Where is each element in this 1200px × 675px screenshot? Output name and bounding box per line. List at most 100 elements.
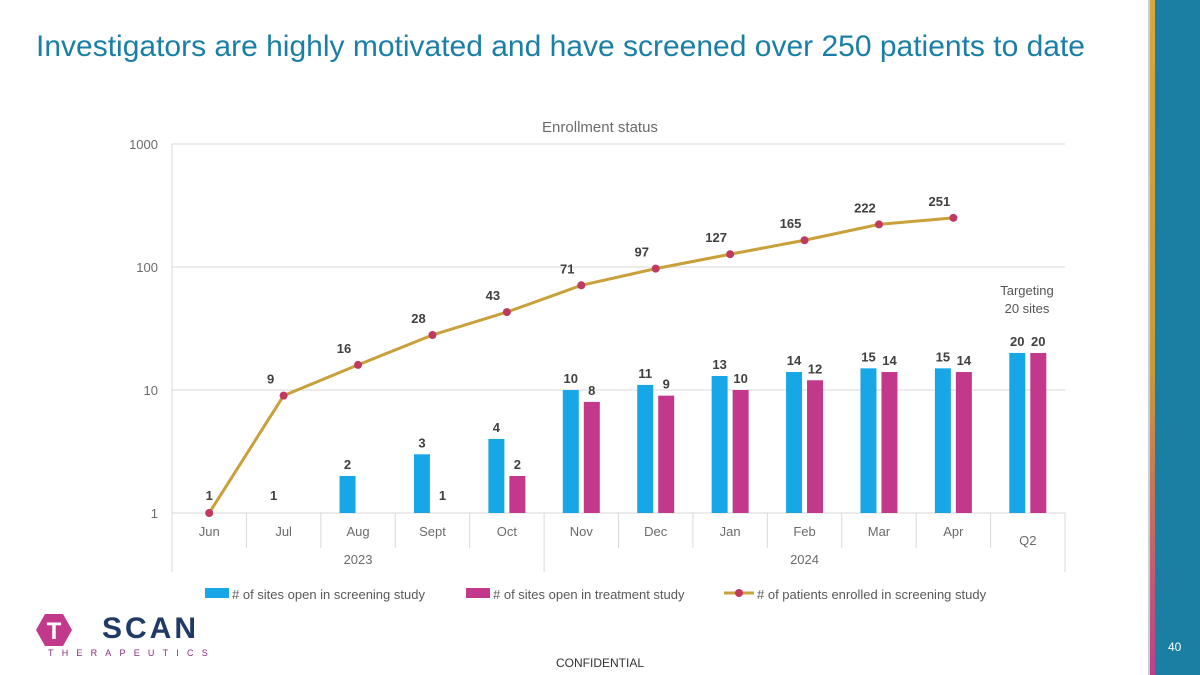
slide-title: Investigators are highly motivated and h… <box>36 30 1085 63</box>
x-tick-label: Sept <box>419 524 446 539</box>
treatment-sites-bar <box>881 372 898 513</box>
treatment-sites-bar <box>583 401 600 513</box>
x-tick-label: Feb <box>793 524 815 539</box>
treatment-sites-bar <box>732 390 749 513</box>
treatment-sites-value: 20 <box>1031 334 1045 349</box>
y-tick-label: 1 <box>151 506 158 521</box>
legend-label: # of sites open in screening study <box>232 587 425 602</box>
patients-value: 222 <box>854 200 876 215</box>
confidential-label: CONFIDENTIAL <box>555 656 644 670</box>
logo-wordmark: SCAN <box>102 612 200 645</box>
treatment-sites-value: 10 <box>733 371 747 386</box>
screening-sites-bar <box>711 375 728 513</box>
page-number: 40 <box>1168 640 1182 654</box>
x-tick-label: Apr <box>943 524 964 539</box>
patients-point <box>949 213 958 222</box>
screening-sites-bar <box>786 372 803 513</box>
legend-marker <box>735 589 743 597</box>
patients-point <box>577 281 586 290</box>
y-tick-label: 1000 <box>129 137 158 152</box>
patients-point <box>279 391 288 400</box>
screening-sites-value: 15 <box>861 349 875 364</box>
patients-value: 16 <box>337 341 351 356</box>
treatment-sites-bar <box>807 380 824 513</box>
x-tick-label: Q2 <box>1019 533 1036 548</box>
logo-hexagon-icon: T <box>36 614 72 646</box>
patients-point <box>205 509 214 517</box>
screening-sites-value: 2 <box>344 457 351 472</box>
screening-sites-bar <box>562 390 579 513</box>
chart-title: Enrollment status <box>542 119 658 136</box>
patients-value: 165 <box>780 216 802 231</box>
patients-point <box>354 360 363 369</box>
legend-swatch <box>205 588 229 598</box>
screening-sites-bar <box>934 368 951 513</box>
patients-value: 43 <box>486 288 500 303</box>
screening-sites-value: 13 <box>712 357 726 372</box>
treatment-sites-value: 14 <box>957 353 972 368</box>
patients-value: 127 <box>705 230 727 245</box>
legend-label: # of sites open in treatment study <box>493 587 685 602</box>
treatment-sites-bar <box>509 475 526 513</box>
screening-sites-bar <box>488 438 505 513</box>
screening-sites-value: 1 <box>270 488 277 503</box>
patients-value: 9 <box>267 372 274 387</box>
patients-point <box>726 250 735 259</box>
plot-area: 1 10 100 1000 Jun Jul Aug Sept Oct Nov Dec Jan Feb Ma… <box>129 137 1066 602</box>
year-label: 2023 <box>344 552 373 567</box>
x-tick-label: Nov <box>570 524 594 539</box>
screening-sites-value: 20 <box>1010 334 1024 349</box>
legend-label: # of patients enrolled in screening stud… <box>757 587 987 602</box>
svg-text:T: T <box>47 618 62 645</box>
screening-sites-bar <box>860 368 877 513</box>
patients-value: 28 <box>411 311 425 326</box>
patients-point <box>502 308 511 317</box>
patients-value: 97 <box>634 245 648 260</box>
screening-sites-value: 4 <box>493 420 501 435</box>
side-band <box>1155 0 1200 675</box>
y-tick-label: 10 <box>144 383 158 398</box>
screening-sites-value: 15 <box>936 349 950 364</box>
treatment-sites-bar <box>658 395 675 513</box>
patients-point <box>874 220 883 229</box>
patients-line <box>207 216 954 514</box>
x-tick-label: Oct <box>497 524 518 539</box>
x-tick-label: Jun <box>199 524 220 539</box>
annotation-line-2: 20 sites <box>1005 301 1050 316</box>
screening-sites-value: 3 <box>418 435 425 450</box>
annotation-line-1: Targeting <box>1000 283 1053 298</box>
patients-value: 251 <box>929 194 951 209</box>
treatment-sites-bar <box>955 372 972 513</box>
side-divider <box>1148 0 1150 675</box>
x-tick-label: Jan <box>720 524 741 539</box>
patients-point <box>800 236 809 245</box>
treatment-sites-value: 8 <box>588 383 595 398</box>
logo-tagline: THERAPEUTICS <box>48 648 216 658</box>
treatment-sites-bar <box>1030 352 1047 513</box>
screening-sites-bar <box>413 454 430 513</box>
side-accent-stripe <box>1150 0 1156 675</box>
screening-sites-value: 14 <box>787 353 802 368</box>
enrollment-chart: Enrollment status Targeting 20 sites 1 10… <box>129 119 1066 602</box>
x-tick-label: Jul <box>275 524 292 539</box>
patients-point <box>428 330 437 339</box>
treatment-sites-value: 12 <box>808 361 822 376</box>
screening-sites-bar <box>1009 352 1026 513</box>
patients-value: 71 <box>560 261 574 276</box>
screening-sites-value: 1 <box>206 488 213 503</box>
year-label: 2024 <box>790 552 819 567</box>
screening-sites-value: 11 <box>638 366 652 381</box>
treatment-sites-value: 9 <box>663 377 670 392</box>
screening-sites-bar <box>339 475 356 513</box>
treatment-sites-value: 1 <box>439 488 446 503</box>
y-tick-label: 100 <box>136 260 158 275</box>
x-tick-label: Aug <box>346 524 369 539</box>
screening-sites-bar <box>637 384 654 513</box>
x-tick-label: Dec <box>644 524 668 539</box>
patients-point <box>651 264 660 273</box>
treatment-sites-value: 14 <box>882 353 897 368</box>
screening-sites-value: 10 <box>564 371 578 386</box>
x-tick-label: Mar <box>868 524 891 539</box>
company-logo: T SCAN THERAPEUTICS <box>36 612 208 658</box>
legend-swatch <box>466 588 490 598</box>
